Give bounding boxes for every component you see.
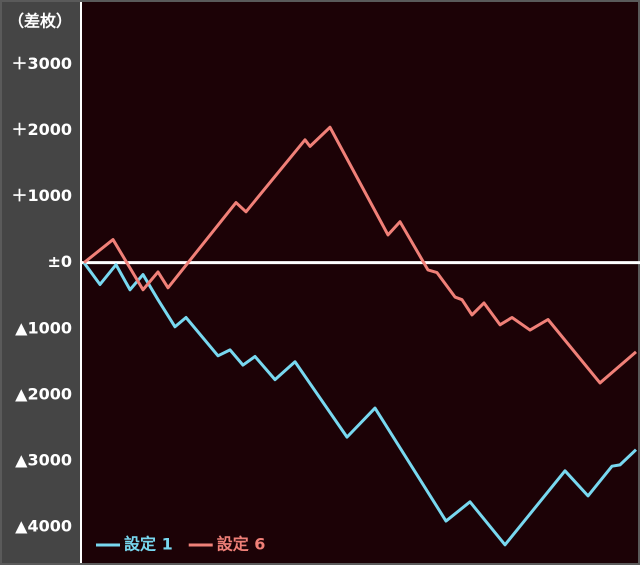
y-tick-label: ▲1000 <box>15 318 72 337</box>
y-tick-label: ＋1000 <box>11 186 72 205</box>
y-tick-label: ▲2000 <box>15 384 72 403</box>
plot-area <box>82 2 638 563</box>
legend-label: 設定 6 <box>217 535 266 554</box>
y-tick-label: ▲3000 <box>15 450 72 469</box>
y-tick-label: ＋2000 <box>11 120 72 139</box>
series-line <box>82 261 638 547</box>
series-line <box>83 125 637 385</box>
y-tick-label: ＋3000 <box>11 54 72 73</box>
axis-panel <box>2 2 80 563</box>
y-axis-label: （差枚） <box>8 12 72 31</box>
legend-label: 設定 1 <box>124 535 173 554</box>
y-tick-label: ▲4000 <box>15 516 72 535</box>
y-tick-label: ±0 <box>47 252 72 271</box>
